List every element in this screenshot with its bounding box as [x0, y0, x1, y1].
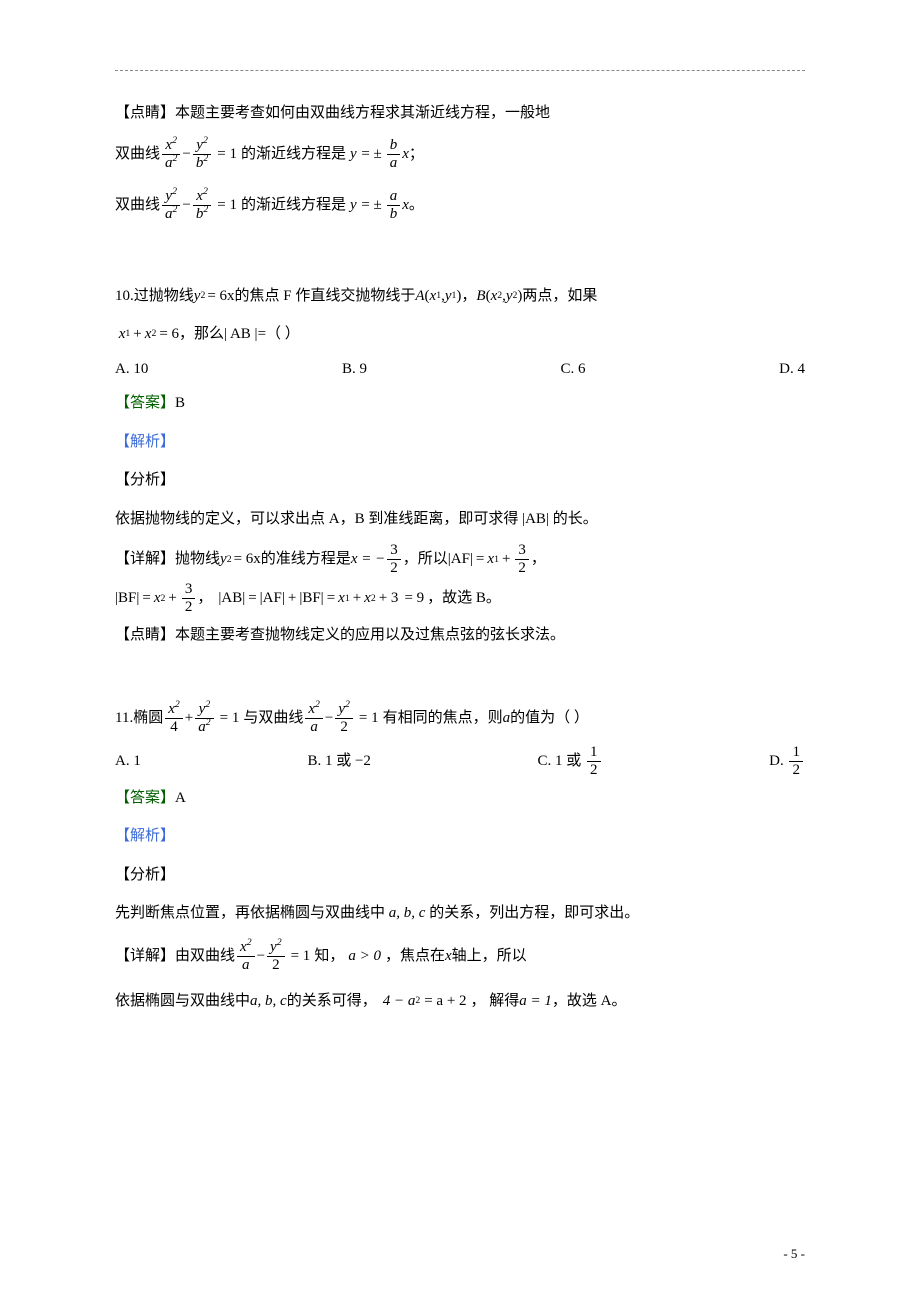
q10-analysis-label: 【解析】: [115, 428, 805, 457]
q11-answer: 【答案】A: [115, 784, 805, 813]
q10-fenxi: 依据抛物线的定义，可以求出点 A，B 到准线距离，即可求得 |AB| 的长。: [115, 505, 805, 534]
q11-option-d: D. 12: [769, 745, 805, 778]
document-page: 【点睛】本题主要考查如何由双曲线方程求其渐近线方程，一般地 双曲线 x2a2 −…: [0, 0, 920, 1081]
q11-option-c: C. 1 或 12: [538, 745, 603, 778]
text: 本题主要考查如何由双曲线方程求其渐近线方程，一般地: [175, 105, 550, 121]
prefix: 双曲线: [115, 140, 160, 169]
hyperbola-formula-2: 双曲线 y2a2 − x2b2 = 1 的渐近线方程是 y = ± ab x 。: [115, 189, 805, 222]
q10-option-c: C. 6: [561, 355, 586, 384]
q10-final: 【点睛】本题主要考查抛物线定义的应用以及过焦点弦的弦长求法。: [115, 621, 805, 650]
q11-fenxi: 先判断焦点位置，再依据椭圆与双曲线中 a, b, c 的关系，列出方程，即可求出…: [115, 899, 805, 928]
q10-options: A. 10 B. 9 C. 6 D. 4: [115, 355, 805, 384]
end: ；: [409, 140, 424, 169]
q11-stem: 11. 椭圆 x24 + y2a2 = 1 与双曲线 x2a − y22 = 1…: [115, 702, 805, 735]
q10-option-d: D. 4: [779, 355, 805, 384]
q10-fenxi-label: 【分析】: [115, 466, 805, 495]
top-divider: [115, 70, 805, 71]
q10-detail-line2: |BF| = x2 + 32 ， |AB| = |AF| + |BF| = x1…: [115, 582, 805, 615]
q11-fenxi-label: 【分析】: [115, 861, 805, 890]
prefix: 双曲线: [115, 191, 160, 220]
q10-stem-line2: x1 + x2 = 6 ，那么 | AB |= （ ）: [115, 320, 805, 349]
page-number: - 5 -: [783, 1246, 805, 1262]
q11-analysis-label: 【解析】: [115, 822, 805, 851]
hyperbola-formula-1: 双曲线 x2a2 − y2b2 = 1 的渐近线方程是 y = ± ba x ；: [115, 138, 805, 171]
end: 。: [409, 191, 424, 220]
q10-stem-line1: 10. 过抛物线 y2 = 6x 的焦点 F 作直线交抛物线于 A(x1, y1…: [115, 282, 805, 311]
mid: 的渐近线方程是: [241, 140, 346, 169]
q10-option-a: A. 10: [115, 355, 148, 384]
q11-num: 11.: [115, 704, 133, 733]
q10-answer: 【答案】B: [115, 389, 805, 418]
label: 【点睛】: [115, 105, 175, 121]
q11-option-a: A. 1: [115, 747, 141, 776]
q11-detail-line2: 依据椭圆与双曲线中 a, b, c 的关系可得， 4 − a2 = a + 2 …: [115, 987, 805, 1016]
q10-option-b: B. 9: [342, 355, 367, 384]
mid: 的渐近线方程是: [241, 191, 346, 220]
q10-num: 10.: [115, 282, 134, 311]
top-note: 【点睛】本题主要考查如何由双曲线方程求其渐近线方程，一般地: [115, 99, 805, 128]
q11-option-b: B. 1 或 −2: [307, 747, 370, 776]
q10-detail-line1: 【详解】 抛物线 y2 = 6x 的准线方程是 x = − 32 ，所以 |AF…: [115, 543, 805, 576]
q11-detail-line1: 【详解】 由双曲线 x2a − y22 = 1 知， a > 0 ，焦点在 x …: [115, 940, 805, 973]
q11-options: A. 1 B. 1 或 −2 C. 1 或 12 D. 12: [115, 745, 805, 778]
